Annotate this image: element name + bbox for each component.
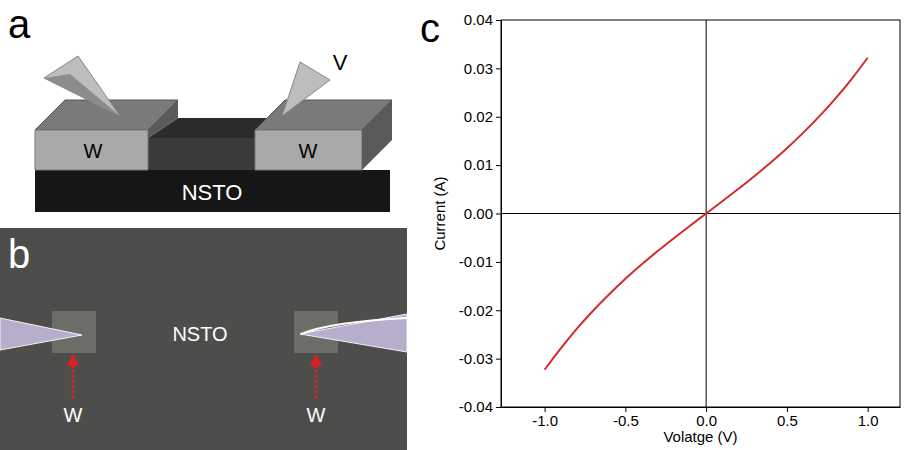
pad-front — [35, 130, 148, 170]
arrow — [72, 360, 75, 398]
tick: -0.02 — [459, 302, 501, 319]
label: NSTO — [182, 180, 243, 205]
tick-mark — [496, 20, 501, 21]
tick-label: 0.01 — [464, 156, 493, 173]
tick-mark — [496, 165, 501, 166]
label: W — [84, 140, 103, 162]
tick-label: -0.01 — [459, 253, 493, 270]
tick-label: -0.03 — [459, 350, 493, 367]
tick-label: 0.00 — [464, 205, 493, 222]
data-line — [545, 58, 868, 370]
panel-letter: a — [8, 2, 31, 46]
tick: 0.00 — [464, 205, 501, 222]
tick: 0.02 — [464, 108, 501, 125]
pad-side — [148, 100, 178, 138]
zero-line — [501, 213, 900, 214]
label: W — [307, 404, 326, 426]
axis-title: Volatge (V) — [663, 428, 737, 445]
probe-shade — [44, 74, 120, 116]
tick-mark — [496, 117, 501, 118]
tick-label: 1.0 — [858, 412, 879, 429]
tick-label: -0.02 — [459, 302, 493, 319]
panel-letter: c — [420, 6, 440, 50]
pad-front — [255, 130, 362, 170]
tick-mark — [496, 214, 501, 215]
label: W — [299, 140, 318, 162]
tick-label: 0.5 — [777, 412, 798, 429]
axis-title: Current (A) — [431, 176, 448, 250]
tick-label: -0.5 — [613, 412, 639, 429]
panel-letter: b — [8, 232, 30, 276]
tick-label: -1.0 — [532, 412, 558, 429]
tick-label: 0.02 — [464, 108, 493, 125]
probe — [300, 314, 407, 352]
plot-area — [545, 58, 868, 370]
tick-mark — [496, 262, 501, 263]
tick: 0.01 — [464, 156, 501, 173]
photo-background — [0, 228, 407, 450]
tick: -0.04 — [459, 398, 501, 415]
y-axis: -0.04 -0.03 -0.02 -0.01 0.00 0.01 0.02 0.03 0.04 — [459, 11, 502, 415]
panel-a: a W W NSTO V — [8, 2, 392, 212]
pad-side — [362, 100, 392, 170]
tick-label: 0.0 — [696, 412, 717, 429]
tick: -0.03 — [459, 350, 501, 367]
probe — [44, 56, 120, 116]
tick: -0.01 — [459, 253, 501, 270]
tick-label: 0.04 — [464, 11, 493, 28]
probe — [282, 62, 330, 116]
tick-label: -0.04 — [459, 398, 493, 415]
figure: aWWNSTOVbNSTOWWc-1.0-0.50.00.51.0-0.04-0… — [0, 0, 909, 450]
panel-c: c -1.0 -0.5 0.0 0.5 1.0 -0.04 -0.03 -0.02 -0.01 0.… — [420, 6, 901, 445]
tick-mark — [496, 310, 501, 311]
label: NSTO — [172, 323, 227, 345]
x-axis: -1.0 -0.5 0.0 0.5 1.0 — [502, 407, 901, 429]
tick: -1.0 — [532, 407, 558, 429]
probe-highlight — [301, 318, 407, 334]
tick-mark — [496, 407, 501, 408]
tick-label: 0.03 — [464, 60, 493, 77]
label: W — [64, 404, 83, 426]
tick: -0.5 — [613, 407, 639, 429]
tick: 0.5 — [777, 407, 798, 429]
channel-front — [148, 138, 255, 170]
tick: 0.03 — [464, 60, 501, 77]
substrate-front — [35, 170, 390, 212]
tick: 0.04 — [464, 11, 501, 28]
tick-mark — [496, 68, 501, 69]
arrow — [315, 360, 318, 398]
tick-mark — [496, 359, 501, 360]
label: V — [333, 50, 348, 75]
panel-b: b NSTO W W — [0, 228, 407, 450]
plot-frame — [501, 20, 900, 407]
tick: 0.0 — [696, 407, 717, 429]
tick: 1.0 — [858, 407, 879, 429]
probe — [0, 318, 82, 350]
